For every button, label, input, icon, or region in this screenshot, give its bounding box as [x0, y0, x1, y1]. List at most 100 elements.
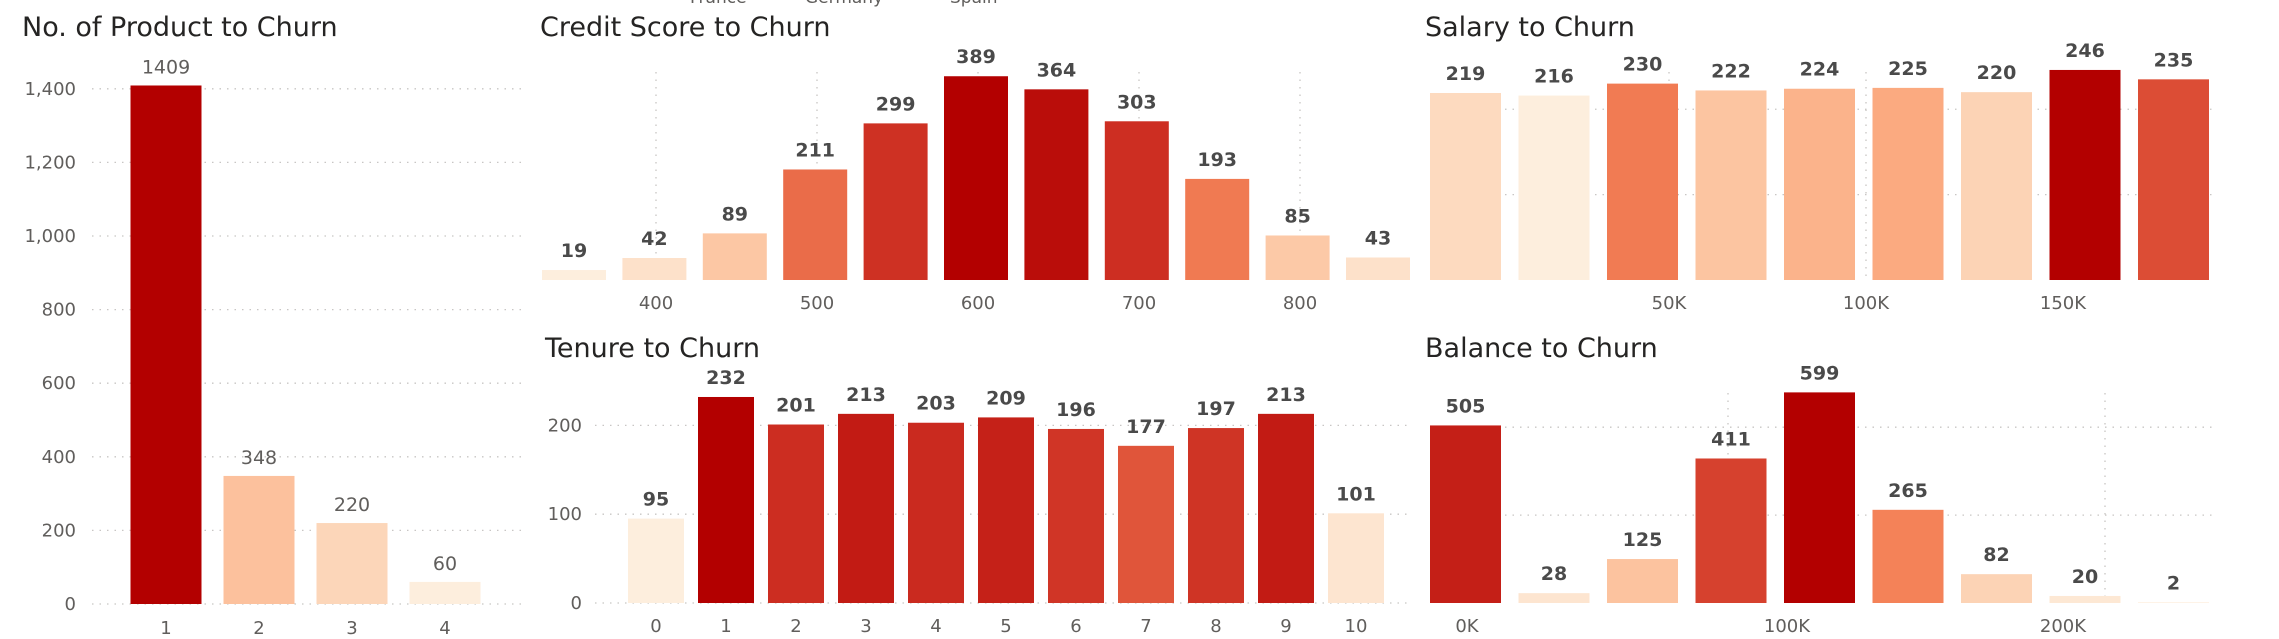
- x-tick-label: 7: [1140, 616, 1151, 637]
- data-label: 213: [1266, 384, 1306, 406]
- x-tick-label: 1: [720, 616, 731, 637]
- bar: [1104, 121, 1169, 281]
- x-tick-label: 2: [790, 616, 801, 637]
- y-tick-label: 0: [571, 593, 582, 614]
- bar: [1518, 95, 1590, 280]
- data-label: 220: [334, 494, 370, 516]
- bar: [316, 523, 388, 604]
- y-tick-label: 200: [42, 520, 76, 541]
- bar: [2138, 79, 2209, 280]
- data-label: 28: [1541, 563, 1567, 585]
- y-tick-label: 0: [65, 594, 76, 615]
- bar: [130, 85, 202, 605]
- bar: [1518, 593, 1590, 603]
- x-tick-label: 500: [800, 293, 834, 314]
- bar: [1961, 574, 2032, 603]
- y-tick-label: 1,400: [24, 79, 76, 100]
- chart-plot: 505 28 125 411 599 265 82 20 2 0K 100K 200K: [1430, 362, 2215, 637]
- y-tick-label: 400: [42, 447, 76, 468]
- x-tick-label: 100K: [1843, 293, 1890, 314]
- data-label: 60: [433, 553, 457, 575]
- data-label: 232: [706, 367, 746, 389]
- data-label: 201: [776, 395, 816, 417]
- x-tick-label: 3: [860, 616, 871, 637]
- data-label: 89: [722, 203, 748, 225]
- bar: [1430, 425, 1501, 603]
- x-tick-label: 2: [253, 618, 264, 639]
- x-tick-label: 200K: [2040, 616, 2087, 637]
- bar: [1430, 93, 1501, 280]
- chart-panel-salary[interactable]: Salary to Churn 219 216 230 222 224 225 220 246…: [1425, 12, 2225, 317]
- data-label: 411: [1711, 428, 1751, 450]
- data-label: 599: [1800, 362, 1840, 384]
- bar: [1872, 87, 1944, 280]
- x-tick-label: 1: [160, 618, 171, 639]
- bar: [1346, 257, 1410, 280]
- bar: [1784, 392, 1855, 603]
- x-tick-label: 3: [346, 618, 357, 639]
- chart-panel-balance[interactable]: Balance to Churn 505 28 125 411 599 265 82 20 2 0…: [1425, 333, 2225, 637]
- data-label: 196: [1056, 399, 1096, 421]
- data-label: 42: [641, 228, 667, 250]
- bar: [1188, 428, 1244, 603]
- bar: [1784, 88, 1855, 280]
- bar: [1607, 83, 1678, 280]
- x-tick-label: 150K: [2040, 293, 2087, 314]
- chart-plot: 95 0 232 1 201 2 213 3 203 4 209 5 196 6 177 7 197 8 213 9 1…: [548, 367, 1407, 637]
- x-tick-label: 10: [1345, 616, 1368, 637]
- bar: [1695, 90, 1767, 280]
- bar: [1961, 92, 2032, 281]
- data-label: 246: [2065, 40, 2105, 62]
- data-label: 216: [1534, 66, 1574, 88]
- data-label: 213: [846, 384, 886, 406]
- bar: [1258, 413, 1314, 603]
- data-label: 265: [1888, 480, 1928, 502]
- chart-panel-tenure[interactable]: Tenure to Churn 95 0 232 1 201 2 213 3 203 4 209 5 1…: [545, 333, 1425, 637]
- bar: [783, 169, 848, 280]
- bar: [1185, 178, 1250, 280]
- data-label: 235: [2154, 49, 2194, 71]
- y-tick-label: 200: [548, 415, 582, 436]
- chart-panel-products[interactable]: No. of Product to Churn 0 200 400 600 800 1,0…: [22, 12, 542, 639]
- data-label: 220: [1977, 62, 2017, 84]
- data-label: 224: [1800, 59, 1840, 81]
- bar: [622, 258, 687, 280]
- data-label: 82: [1983, 544, 2009, 566]
- x-tick-label: 8: [1210, 616, 1221, 637]
- data-label: 1409: [142, 56, 190, 78]
- x-tick-label: 100K: [1764, 616, 1811, 637]
- data-label: 225: [1888, 58, 1928, 80]
- data-label: 193: [1197, 149, 1237, 171]
- bar: [1118, 445, 1174, 603]
- chart-title: No. of Product to Churn: [22, 12, 338, 43]
- bar: [2049, 69, 2121, 280]
- bar: [223, 475, 295, 604]
- chart-title: Credit Score to Churn: [540, 12, 831, 43]
- data-label: 505: [1446, 395, 1486, 417]
- x-tick-label: 6: [1070, 616, 1081, 637]
- bar: [409, 581, 481, 604]
- x-tick-label: 9: [1280, 616, 1291, 637]
- chart-title: Tenure to Churn: [545, 333, 760, 364]
- bar: [702, 233, 767, 280]
- bar: [1872, 509, 1944, 603]
- bar: [768, 424, 824, 603]
- bar: [1048, 428, 1104, 603]
- x-tick-label: 0: [650, 616, 661, 637]
- data-label: 222: [1711, 60, 1751, 82]
- y-tick-label: 100: [548, 504, 582, 525]
- data-label: 219: [1446, 63, 1486, 85]
- bar: [908, 422, 964, 603]
- data-label: 95: [643, 489, 669, 511]
- x-tick-label: 5: [1000, 616, 1011, 637]
- chart-panel-credit-score[interactable]: Credit Score to Churn 19 42 89 211 299 389 364…: [540, 12, 1420, 317]
- bar: [978, 417, 1034, 603]
- bar: [1695, 458, 1767, 603]
- x-tick-label: 400: [639, 293, 673, 314]
- data-label: 299: [876, 93, 916, 115]
- data-label: 203: [916, 393, 956, 415]
- bar: [863, 123, 928, 280]
- chart-plot: 219 216 230 222 224 225 220 246 235 50K 100K 150K: [1430, 40, 2215, 314]
- bar: [698, 396, 754, 603]
- data-label: 20: [2072, 566, 2098, 588]
